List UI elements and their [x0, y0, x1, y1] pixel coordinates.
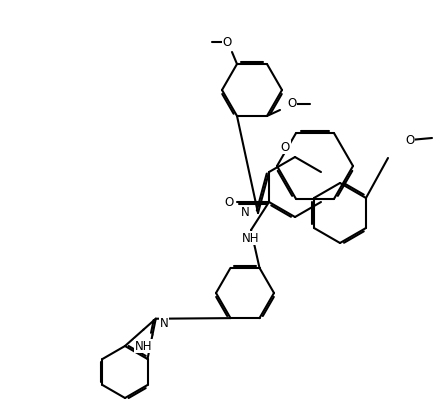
Text: N: N [159, 317, 168, 330]
Text: O: O [222, 35, 232, 49]
Text: O: O [405, 134, 415, 146]
Text: NH: NH [135, 339, 152, 353]
Text: O: O [287, 97, 297, 111]
Text: N: N [241, 206, 250, 220]
Text: O: O [224, 196, 234, 208]
Text: NH: NH [242, 232, 260, 245]
Text: O: O [281, 141, 290, 154]
